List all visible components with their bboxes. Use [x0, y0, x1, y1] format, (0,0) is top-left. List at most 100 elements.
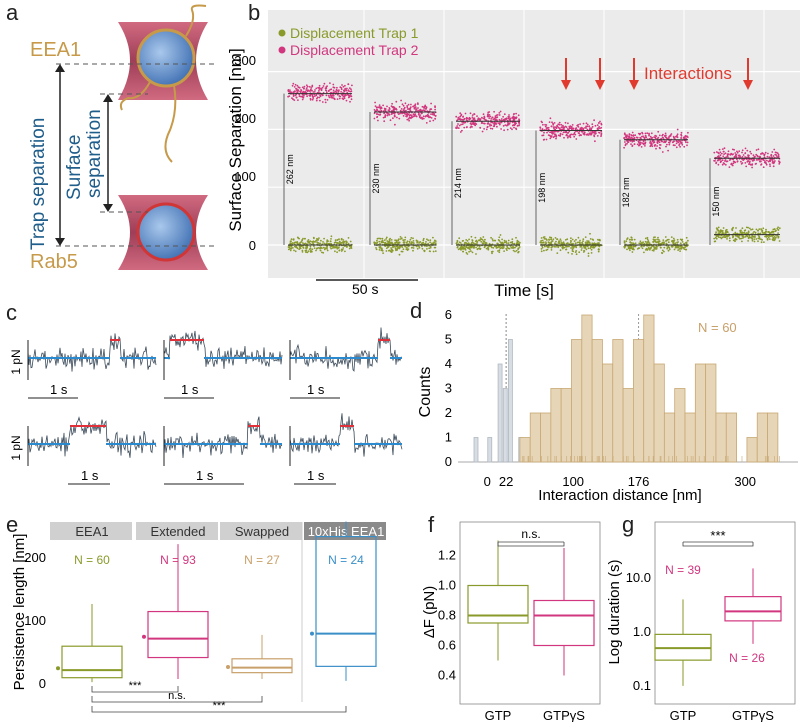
- d-xlabel: Interaction distance [nm]: [538, 487, 701, 504]
- d-ytick-6: 6: [445, 307, 452, 322]
- svg-text:1 s: 1 s: [196, 468, 214, 483]
- c-force-label: 1 pN: [9, 349, 23, 374]
- d-bar-1-7: [591, 339, 603, 463]
- e-category-2: Swapped: [235, 524, 289, 539]
- svg-text:1 s: 1 s: [81, 468, 99, 483]
- d-bar-1-5: [571, 339, 583, 463]
- tether-1: [185, 4, 207, 37]
- g-n-label-1: N = 26: [729, 651, 765, 665]
- d-bar-0-4: [508, 339, 513, 463]
- d-bar-0-1: [487, 437, 493, 463]
- e-n-label-0: N = 60: [74, 553, 110, 567]
- c-trace-5: 1 s: [289, 413, 403, 485]
- panel-label-g: g: [622, 512, 635, 537]
- e-strip-0: [50, 522, 132, 540]
- b-trap2-points-2: [455, 110, 521, 133]
- f-sig-bracket: n.s.: [497, 527, 565, 547]
- trap-separation-label: Trap separation: [28, 118, 49, 250]
- d-n-label: N = 60: [698, 320, 737, 335]
- d-bar-1-1: [529, 412, 541, 463]
- d-ytick-2: 2: [445, 405, 452, 420]
- e-box-3: [315, 521, 377, 681]
- d-xtick-100: 100: [562, 474, 584, 489]
- b-segment-3: 198 nm: [535, 117, 603, 257]
- d-bar-0-0: [473, 437, 479, 463]
- panel-label-a: a: [6, 0, 19, 25]
- e-ytick-100: 100: [24, 613, 46, 628]
- b-segment-label-2: 214 nm: [453, 168, 463, 198]
- e-strip-2: [220, 522, 302, 540]
- b-segment-1: 230 nm: [369, 99, 437, 256]
- e-strip-1: [136, 522, 218, 540]
- b-trap2-points-4: [623, 128, 689, 153]
- d-ytick-4: 4: [445, 356, 452, 371]
- e-ylabel: Persistence length [nm]: [11, 534, 28, 691]
- g-frame: [654, 521, 796, 705]
- surface-separation-label-1: Surface: [64, 135, 85, 200]
- b-ytick-100: 100: [234, 169, 256, 184]
- d-bar-1-22: [746, 437, 758, 463]
- legend-trap2: Displacement Trap 2: [290, 42, 419, 58]
- d-bar-1-8: [602, 363, 614, 463]
- d-bar-1-3: [550, 388, 562, 463]
- g-box-1: [724, 568, 782, 644]
- panel-d-histogram: 0 1 2 3 4 5 6 0 22 100 176 300 Counts Interaction d…: [417, 307, 798, 504]
- f-category-0: GTP: [485, 708, 512, 722]
- e-mean-1: [142, 634, 146, 639]
- e-box-1: [147, 544, 209, 679]
- b-xlabel: Time [s]: [494, 281, 554, 300]
- surface-separation-label-2: separation: [84, 109, 105, 198]
- b-ytick-200: 200: [234, 111, 256, 126]
- f-ytick-0.6: 0.6: [438, 638, 456, 653]
- g-category-1: GTPγS: [732, 708, 774, 722]
- g-sig-bracket: ***: [682, 528, 754, 547]
- e-mean-2: [226, 664, 230, 669]
- d-ytick-0: 0: [445, 454, 452, 469]
- b-ytick-0: 0: [249, 238, 256, 253]
- c-trace-2: 1 s: [289, 327, 403, 399]
- d-ytick-3: 3: [445, 381, 452, 396]
- d-bar-1-16: [684, 412, 696, 463]
- g-n-label-0: N = 39: [665, 563, 701, 577]
- d-bar-1-4: [560, 388, 572, 463]
- e-mean-3: [310, 631, 314, 636]
- interaction-arrow-2: [629, 58, 639, 90]
- interaction-arrow-0: [561, 58, 571, 90]
- panel-label-f: f: [428, 512, 435, 537]
- c-trace-1: 1 s: [163, 330, 283, 399]
- e-box-2: [231, 634, 293, 679]
- svg-text:***: ***: [129, 680, 143, 692]
- d-bar-1-14: [663, 412, 676, 463]
- b-segment-2: 214 nm: [451, 110, 521, 255]
- plot-background: [268, 10, 800, 278]
- svg-text:1 pN: 1 pN: [9, 435, 23, 460]
- d-bar-1-12: [643, 314, 655, 463]
- f-ytick-0.8: 0.8: [438, 608, 456, 623]
- svg-text:1 s: 1 s: [307, 382, 325, 397]
- g-ytick-10.0: 10.0: [626, 570, 651, 585]
- g-box-0: [654, 599, 712, 686]
- d-bar-0-3: [502, 388, 508, 463]
- g-ylabel: Log duration (s): [606, 559, 623, 664]
- rab5-label: Rab5: [30, 251, 78, 273]
- e-sig-bracket-1: n.s.: [91, 690, 263, 703]
- d-xtick-300: 300: [734, 474, 756, 489]
- e-ytick-0: 0: [39, 676, 46, 691]
- interaction-arrow-1: [595, 58, 605, 90]
- panel-label-e: e: [6, 512, 19, 537]
- b-trap1-points-4: [623, 236, 689, 255]
- d-bar-1-20: [725, 412, 737, 463]
- d-xtick-0: 0: [484, 474, 491, 489]
- interactions-label: Interactions: [644, 64, 732, 83]
- f-ytick-1.2: 1.2: [438, 548, 456, 563]
- tether-3: [164, 84, 177, 163]
- c-trace-0: [27, 333, 157, 399]
- d-ytick-5: 5: [445, 332, 452, 347]
- panel-a-schematic: EEA1 Rab5 Trap separation Surface separa…: [28, 4, 214, 273]
- b-segment-label-3: 198 nm: [537, 173, 547, 203]
- d-bar-1-15: [674, 388, 686, 463]
- e-sig-bracket-2: ***: [91, 700, 347, 713]
- d-xtick-176: 176: [628, 474, 650, 489]
- d-bar-1-24: [767, 412, 779, 463]
